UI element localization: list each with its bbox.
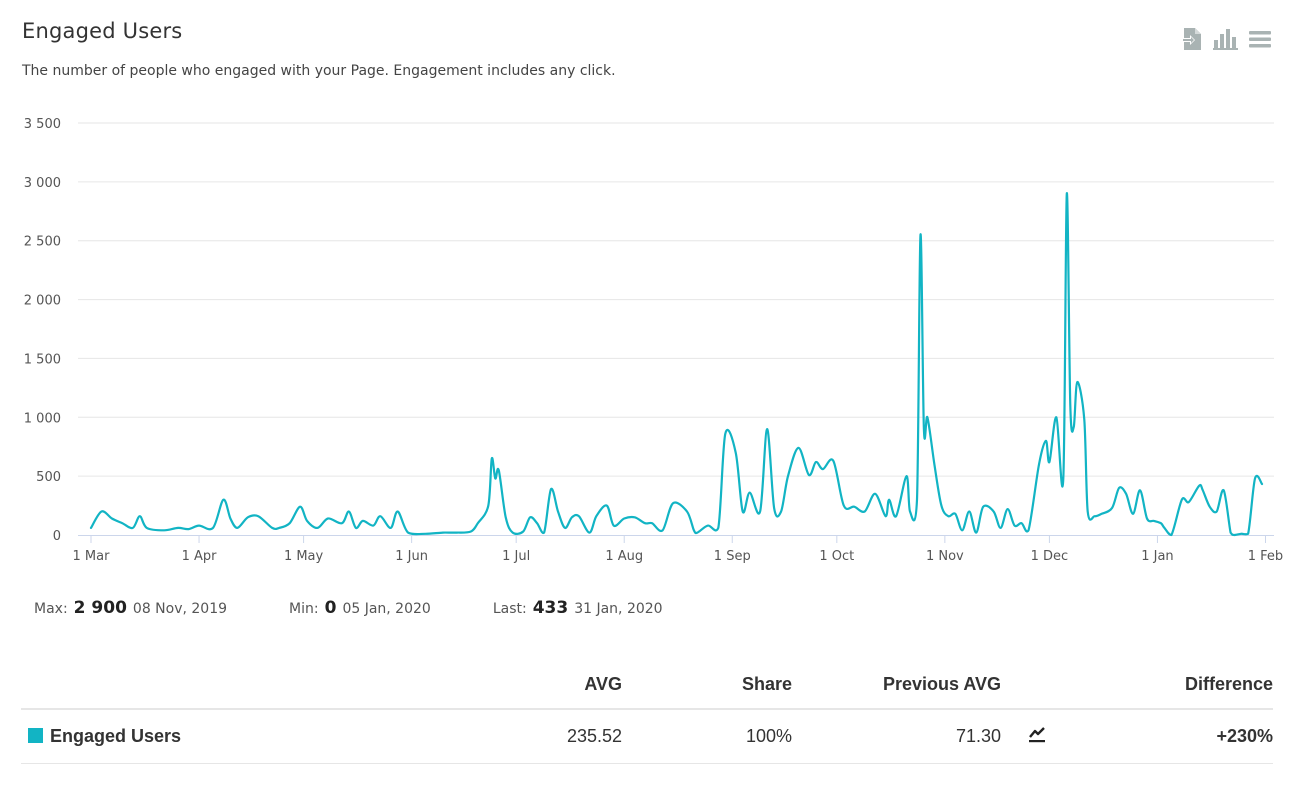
x-axis: 1 Mar 1 Apr 1 May 1 Jun 1 Jul 1 Aug 1 Sep 1 Oct… <box>73 535 1283 564</box>
table-row: Engaged Users 235.52 100% 71.30 +230% <box>21 709 1273 764</box>
trend-cell <box>1001 709 1061 764</box>
chart-toolbar <box>1179 26 1273 52</box>
y-tick-label: 1 000 <box>24 411 61 426</box>
share-value: 100% <box>622 709 792 764</box>
previous-avg-value: 71.30 <box>792 709 1001 764</box>
stat-last-date: 31 Jan, 2020 <box>574 601 663 617</box>
stat-max-value: 2 900 <box>73 598 127 618</box>
summary-header-row: AVG Share Previous AVG Difference <box>21 660 1273 710</box>
trend-up-icon <box>1028 725 1046 748</box>
x-tick-label: 1 Mar <box>73 549 111 564</box>
chart-title: Engaged Users <box>22 19 183 43</box>
header-metric <box>21 660 471 710</box>
y-tick-label: 3 500 <box>24 117 61 132</box>
x-tick-label: 1 Sep <box>714 549 751 564</box>
export-icon[interactable] <box>1179 26 1205 52</box>
stat-last: Last: 433 31 Jan, 2020 <box>493 598 663 618</box>
y-tick-label: 2 000 <box>24 294 61 309</box>
series-engaged-users <box>89 192 1264 537</box>
avg-value: 235.52 <box>471 709 622 764</box>
stat-min: Min: 0 05 Jan, 2020 <box>289 598 431 618</box>
chart-subtitle: The number of people who engaged with yo… <box>22 63 616 79</box>
stat-max: Max: 2 900 08 Nov, 2019 <box>34 598 227 618</box>
x-tick-label: 1 Nov <box>926 549 964 564</box>
chart-grid <box>78 122 1274 477</box>
difference-value: +230% <box>1061 709 1273 764</box>
header-previous-avg: Previous AVG <box>792 660 1001 710</box>
series-color-swatch <box>28 728 43 743</box>
stat-min-label: Min: <box>289 601 319 617</box>
x-tick-label: 1 Dec <box>1031 549 1069 564</box>
y-axis: 0 500 1 000 1 500 2 000 2 500 3 000 3 500 <box>24 117 61 544</box>
stat-min-date: 05 Jan, 2020 <box>342 601 431 617</box>
header-share: Share <box>622 660 792 710</box>
y-tick-label: 2 500 <box>24 235 61 250</box>
chart-type-icon[interactable] <box>1213 26 1239 52</box>
stat-max-date: 08 Nov, 2019 <box>132 601 228 617</box>
metric-cell: Engaged Users <box>21 709 471 764</box>
header-avg: AVG <box>471 660 622 710</box>
stat-last-label: Last: <box>492 601 527 617</box>
y-tick-label: 500 <box>36 470 61 485</box>
header-difference: Difference <box>1061 660 1273 710</box>
x-tick-label: 1 Oct <box>819 549 854 564</box>
line-chart: 0 500 1 000 1 500 2 000 2 500 3 000 3 500 1 Mar… <box>24 117 1283 564</box>
x-tick-label: 1 Jan <box>1141 549 1173 564</box>
stat-last-value: 433 <box>532 598 569 618</box>
x-tick-label: 1 Feb <box>1248 549 1283 564</box>
x-tick-label: 1 May <box>284 549 324 564</box>
x-tick-label: 1 Aug <box>605 549 643 564</box>
header-trend <box>1001 660 1061 710</box>
y-tick-label: 3 000 <box>24 176 61 191</box>
x-tick-label: 1 Jul <box>502 549 530 564</box>
x-tick-label: 1 Jun <box>395 549 428 564</box>
stat-max-label: Max: <box>34 601 68 617</box>
summary-table: AVG Share Previous AVG Difference Engage… <box>21 660 1273 764</box>
menu-icon[interactable] <box>1247 26 1273 52</box>
stats-summary: Max: 2 900 08 Nov, 2019 Min: 0 05 Jan, 2… <box>34 598 725 618</box>
series-line-engaged-users <box>89 192 1264 537</box>
y-tick-label: 0 <box>53 529 61 544</box>
metric-name: Engaged Users <box>50 726 182 746</box>
stat-min-value: 0 <box>324 598 337 618</box>
y-tick-label: 1 500 <box>24 352 61 367</box>
x-tick-label: 1 Apr <box>182 549 218 564</box>
